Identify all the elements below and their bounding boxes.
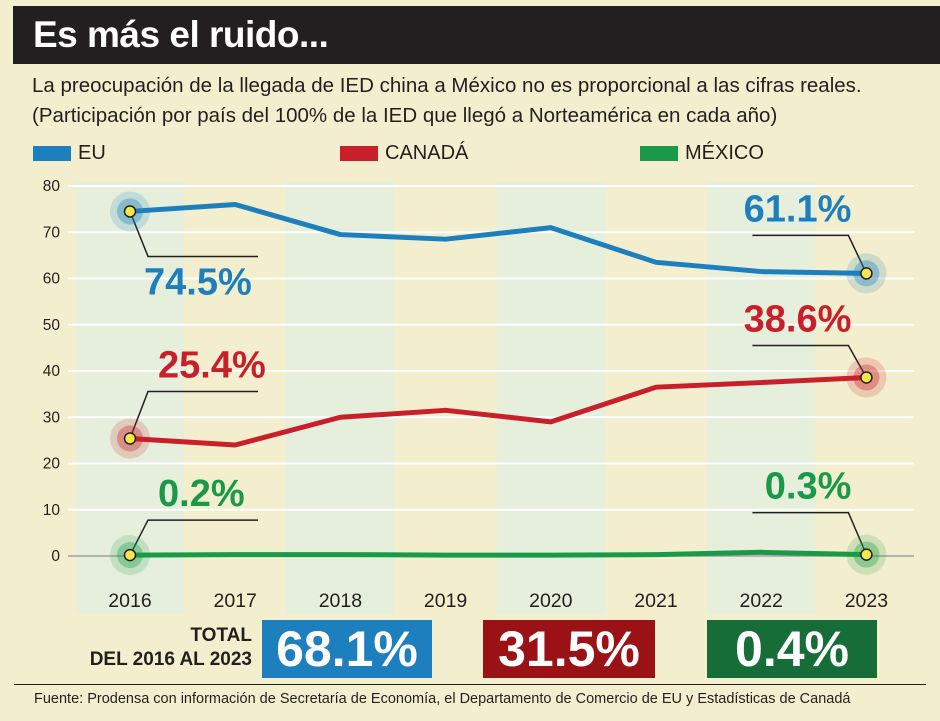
callout-mexico-start: 0.2%: [158, 473, 245, 515]
legend-swatch-eu: [33, 146, 71, 161]
y-tick-30: 30: [43, 409, 61, 426]
callout-canada-start: 25.4%: [158, 345, 266, 387]
band-2016: [76, 182, 184, 614]
y-tick-50: 50: [43, 317, 61, 334]
legend-label-mexico: MÉXICO: [685, 142, 764, 164]
band-2022: [707, 182, 816, 614]
leader-line-canada-start: [129, 390, 258, 439]
series-line-mexico: [127, 549, 869, 558]
marker-dot-eu-end: [860, 267, 873, 280]
x-tick-2020: 2020: [529, 590, 573, 612]
header-bar: Es más el ruido...: [13, 6, 940, 64]
legend-label-canada: CANADÁ: [385, 142, 469, 164]
marker-dot-eu-start: [123, 205, 137, 218]
marker-dot-canada-end: [860, 371, 873, 384]
callout-canada-end: 38.6%: [744, 298, 852, 340]
callout-eu-start: 74.5%: [144, 261, 252, 303]
legend-swatch-mexico: [640, 146, 678, 161]
y-tick-70: 70: [43, 224, 61, 241]
subtitle-line-1: La preocupación de la llegada de IED chi…: [32, 74, 862, 97]
y-tick-0: 0: [51, 548, 60, 565]
line-chart: 0 10 20 30 40 50 60 70 80 2016 2017 2018 2019 2020 20…: [0, 170, 940, 618]
leader-line-eu-start: [129, 211, 258, 258]
leader-line-eu-end: [752, 234, 868, 274]
leader-line-mexico-start: [129, 519, 258, 556]
totals-label: TOTAL DEL 2016 AL 2023: [70, 624, 252, 672]
band-2018: [286, 182, 395, 614]
y-tick-40: 40: [43, 363, 61, 380]
x-tick-2023: 2023: [845, 590, 888, 612]
series-line-canada: [127, 374, 869, 448]
legend-swatch-canada: [340, 146, 378, 161]
y-tick-20: 20: [43, 456, 61, 473]
marker-dot-mexico-start: [123, 548, 137, 562]
marker-dot-canada-start: [123, 432, 137, 445]
callout-eu-end: 61.1%: [744, 188, 852, 230]
total-mexico-box: 0.4%: [707, 620, 877, 678]
source-note: Fuente: Prodensa con información de Secr…: [34, 691, 851, 707]
x-tick-2016: 2016: [108, 590, 151, 612]
x-tick-2022: 2022: [740, 590, 783, 612]
footer-divider: [14, 684, 926, 685]
x-tick-2018: 2018: [319, 590, 362, 612]
total-eu-box: 68.1%: [262, 620, 432, 678]
x-tick-2019: 2019: [424, 590, 467, 612]
band-2020: [496, 182, 605, 614]
page-title: Es más el ruido...: [33, 14, 329, 55]
totals-label-line2: DEL 2016 AL 2023: [89, 649, 252, 670]
x-tick-2021: 2021: [634, 590, 677, 612]
y-tick-60: 60: [43, 271, 61, 288]
callout-mexico-end: 0.3%: [765, 466, 852, 508]
leader-line-canada-end: [752, 344, 868, 378]
legend-label-eu: EU: [78, 142, 106, 164]
leader-line-mexico-end: [752, 511, 868, 555]
totals-label-line1: TOTAL: [190, 625, 252, 646]
series-line-eu: [127, 202, 869, 276]
marker-dot-mexico-end: [860, 548, 873, 561]
subtitle-line-2: (Participación por país del 100% de la I…: [32, 104, 778, 127]
y-tick-10: 10: [43, 502, 61, 519]
x-tick-2017: 2017: [214, 590, 257, 612]
footer: Fuente: Prodensa con información de Secr…: [0, 684, 940, 721]
chart-svg: 0 10 20 30 40 50 60 70 80 2016 2017 2018 2019 2020 20…: [43, 178, 914, 614]
totals-row: TOTAL DEL 2016 AL 2023 68.1% 31.5% 0.4%: [0, 618, 940, 680]
y-tick-80: 80: [43, 178, 61, 195]
total-canada-box: 31.5%: [483, 620, 655, 678]
